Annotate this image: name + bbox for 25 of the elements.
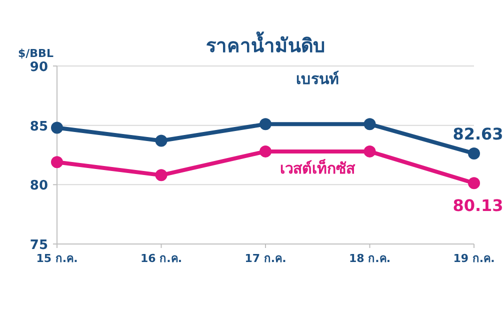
y-tick-label: 80: [30, 178, 48, 194]
point: [155, 134, 168, 147]
x-tick-label: 19 ก.ค.: [453, 252, 495, 265]
x-tick-label: 15 ก.ค.: [36, 252, 78, 265]
data-label: 82.63: [452, 124, 503, 144]
point: [260, 118, 272, 130]
point: [364, 145, 376, 158]
point: [468, 177, 480, 190]
y-tick-label: 85: [30, 119, 48, 134]
y-axis-title: $/BBL: [18, 47, 54, 60]
data-label: 80.13: [452, 196, 503, 216]
point: [155, 169, 168, 182]
text: เบรนท์: [296, 70, 340, 88]
x-tick-label: 17 ก.ค.: [244, 252, 286, 265]
chart-title: ราคาน้ำมันดิบ: [206, 31, 325, 57]
point: [260, 145, 272, 158]
point: [51, 156, 63, 168]
series-label: เวสต์เท็กซัส: [280, 158, 356, 178]
x-tick-label: 18 ก.ค.: [349, 252, 390, 265]
y-tick-label: 75: [30, 238, 48, 253]
y-tick-label: 90: [30, 60, 48, 75]
point: [51, 122, 63, 134]
x-tick-label: 16 ก.ค.: [140, 252, 182, 265]
point: [364, 118, 376, 130]
point: [468, 147, 480, 160]
